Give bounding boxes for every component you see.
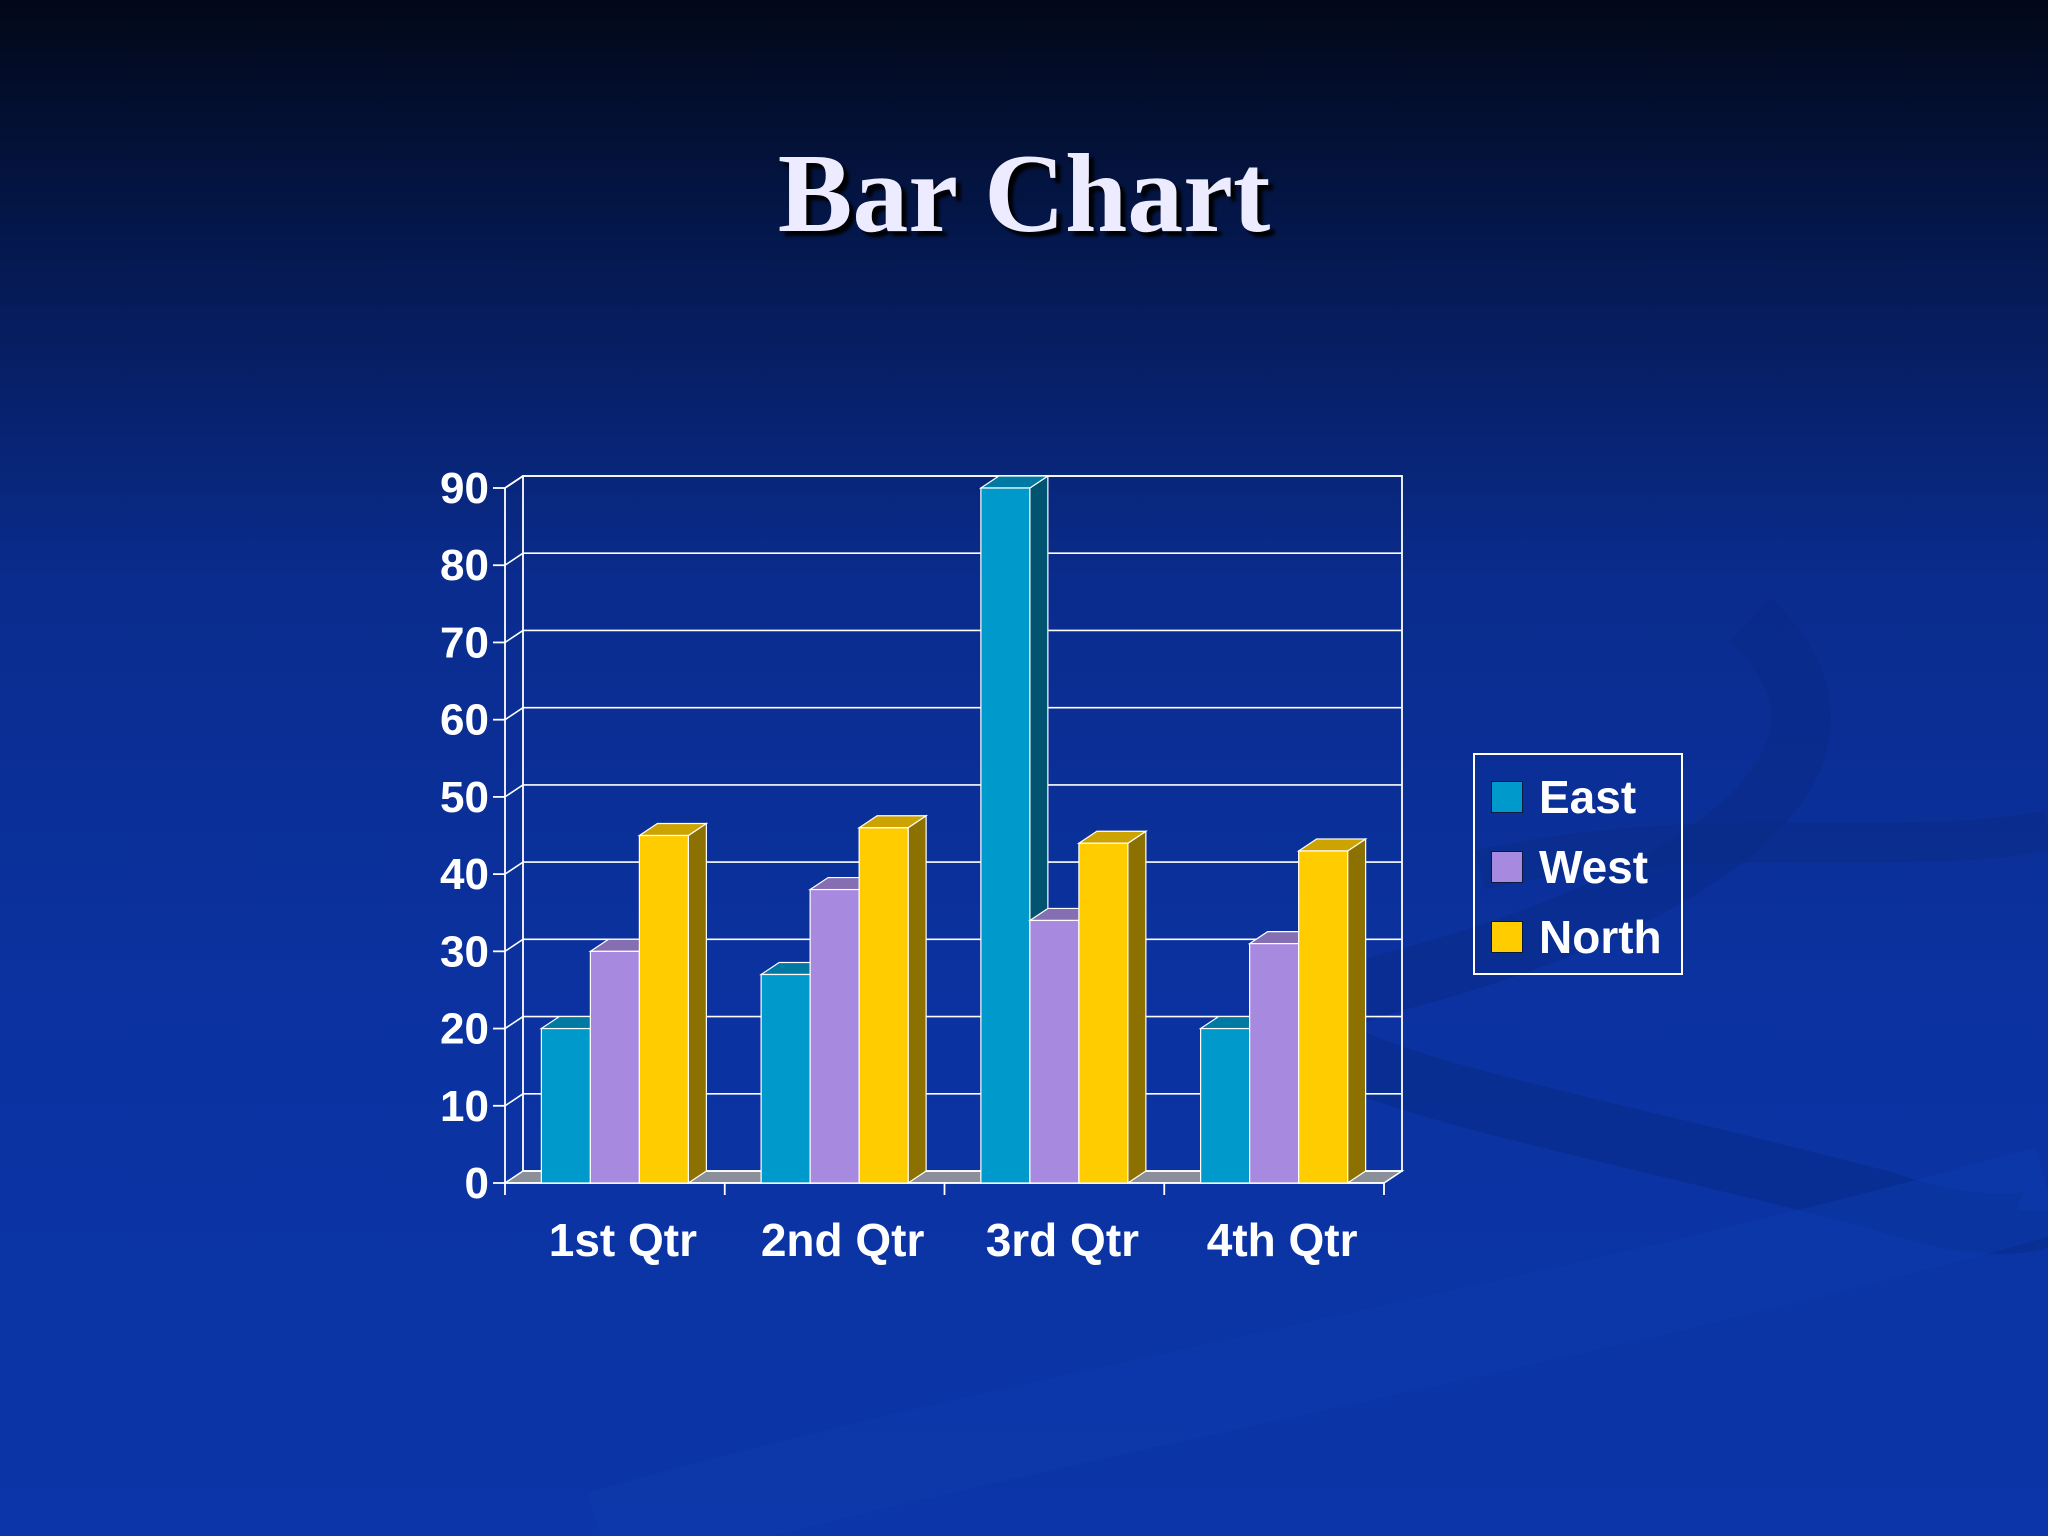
chart-legend: East West North xyxy=(1473,753,1683,975)
gridline-side xyxy=(504,1093,524,1107)
y-tick-label: 30 xyxy=(440,927,489,976)
legend-swatch-north xyxy=(1491,921,1523,953)
gridline-side xyxy=(504,784,524,798)
legend-label-north: North xyxy=(1539,911,1662,963)
bar-north-3 xyxy=(1076,830,1148,1185)
bar-front xyxy=(1078,842,1129,1184)
gridline-side xyxy=(504,861,524,875)
y-tick-label: 70 xyxy=(440,618,489,667)
y-tick-label: 40 xyxy=(440,850,489,899)
bar-side xyxy=(907,814,927,1185)
gridline-side xyxy=(504,707,524,721)
bar-front xyxy=(858,827,909,1184)
bar-north-2 xyxy=(857,814,929,1185)
bar-front xyxy=(1249,943,1300,1184)
x-category-label: 3rd Qtr xyxy=(986,1214,1139,1266)
bar-front xyxy=(638,834,689,1184)
y-tick-label: 60 xyxy=(440,696,489,745)
bar-front xyxy=(809,888,860,1184)
bar-front xyxy=(1298,850,1349,1184)
y-tick-label: 20 xyxy=(440,1005,489,1054)
bar-side xyxy=(687,822,707,1185)
legend-label-east: East xyxy=(1539,771,1637,823)
bar-side xyxy=(1127,830,1147,1185)
y-tick-label: 10 xyxy=(440,1082,489,1131)
legend-swatch-west xyxy=(1491,851,1523,883)
bar-front xyxy=(589,950,640,1184)
x-category-label: 1st Qtr xyxy=(549,1214,697,1266)
bar-front xyxy=(980,487,1031,1184)
y-tick-label: 80 xyxy=(440,541,489,590)
gridline-side xyxy=(504,1015,524,1030)
bar-front xyxy=(1029,919,1080,1184)
y-tick-label: 90 xyxy=(440,464,489,513)
legend-item-west: West xyxy=(1491,837,1648,897)
gridline-side xyxy=(504,552,524,566)
page-title: Bar Chart xyxy=(777,132,1271,256)
bar-front xyxy=(540,1027,591,1184)
y-tick-label: 50 xyxy=(440,773,489,822)
gridline-side xyxy=(504,475,524,489)
legend-swatch-east xyxy=(1491,781,1523,813)
gridline-side xyxy=(504,629,524,644)
bar-front xyxy=(760,973,811,1184)
legend-item-north: North xyxy=(1491,907,1662,967)
x-category-label: 4th Qtr xyxy=(1207,1214,1358,1266)
gridline-side xyxy=(504,938,524,952)
bar-front xyxy=(1200,1027,1251,1184)
x-category-label: 2nd Qtr xyxy=(761,1214,925,1266)
y-tick-label: 0 xyxy=(465,1159,489,1208)
legend-item-east: East xyxy=(1491,767,1636,827)
legend-label-west: West xyxy=(1539,841,1649,893)
bar-side xyxy=(1347,837,1367,1185)
bar-north-1 xyxy=(637,822,709,1185)
bar-north-4 xyxy=(1296,837,1368,1185)
